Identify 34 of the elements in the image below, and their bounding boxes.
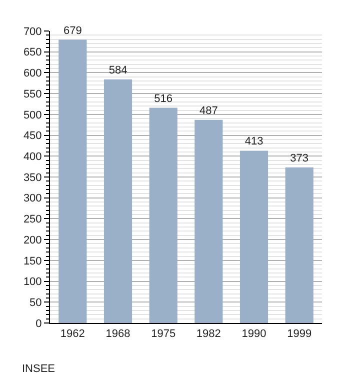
data-label: 373 xyxy=(290,152,309,164)
data-label: 516 xyxy=(154,92,173,105)
y-tick-label: 650 xyxy=(23,46,42,59)
y-tick-label: 200 xyxy=(23,234,42,246)
y-tick-label: 250 xyxy=(23,214,42,226)
bar xyxy=(194,120,223,323)
bar xyxy=(240,150,268,323)
y-tick-label: 350 xyxy=(23,172,42,184)
x-tick-label: 1990 xyxy=(242,328,266,340)
y-tick-label: 550 xyxy=(23,88,42,100)
data-label: 487 xyxy=(199,104,218,117)
x-tick-label: 1962 xyxy=(60,328,85,340)
bar xyxy=(149,108,178,323)
bar xyxy=(285,167,314,323)
y-tick-label: 100 xyxy=(23,276,42,288)
y-tick-label: 400 xyxy=(23,150,42,163)
text: INSEE xyxy=(22,363,56,373)
y-tick-label: 50 xyxy=(30,296,42,309)
bar xyxy=(104,79,132,323)
data-label: 679 xyxy=(63,24,82,37)
data-label: 584 xyxy=(108,64,128,76)
x-tick-label: 1999 xyxy=(287,328,312,340)
y-tick-label: 150 xyxy=(23,255,42,268)
y-tick-label: 600 xyxy=(23,68,42,80)
y-tick-label: 450 xyxy=(23,130,42,142)
y-tick-label: 300 xyxy=(23,192,42,205)
y-tick-label: 700 xyxy=(23,26,42,38)
y-tick-label: 500 xyxy=(23,109,42,122)
x-tick-label: 1975 xyxy=(151,328,176,340)
data-label: 413 xyxy=(244,136,264,148)
bar xyxy=(58,40,87,323)
x-tick-label: 1982 xyxy=(196,328,221,340)
y-tick-label: 0 xyxy=(36,318,42,330)
x-tick-label: 1968 xyxy=(106,328,130,340)
